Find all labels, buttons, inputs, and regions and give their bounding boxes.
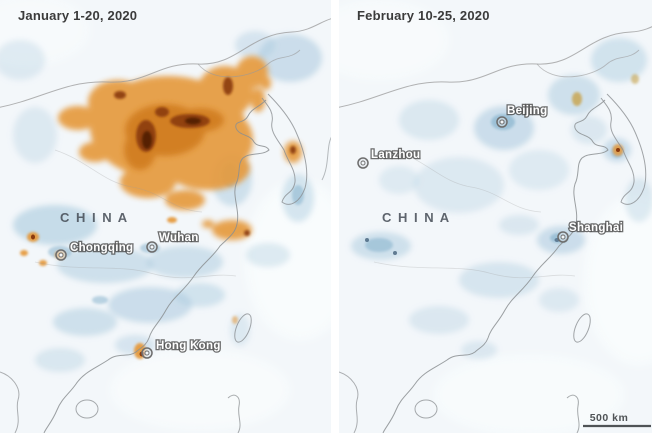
- city-marker-wuhan: [146, 241, 158, 253]
- haze-layer: [0, 31, 322, 372]
- map-panel-january: January 1-20, 2020 C H I N A Chongqing W…: [0, 0, 331, 433]
- city-label-wuhan: Wuhan: [159, 232, 199, 244]
- sea-highlights: [339, 0, 652, 433]
- city-marker-shanghai: [557, 231, 569, 243]
- city-label-chongqing: Chongqing: [70, 242, 133, 254]
- country-label-china: C H I N A: [382, 210, 451, 225]
- panel-title-january: January 1-20, 2020: [18, 8, 137, 23]
- city-marker-chongqing: [55, 249, 67, 261]
- city-label-lanzhou: Lanzhou: [371, 149, 420, 161]
- panel-title-february: February 10-25, 2020: [357, 8, 490, 23]
- city-marker-beijing: [496, 116, 508, 128]
- city-label-beijing: Beijing: [507, 105, 547, 117]
- city-label-shanghai: Shanghai: [569, 222, 623, 234]
- map-panel-february: February 10-25, 2020 C H I N A Lanzhou B…: [339, 0, 652, 433]
- scale-bar: 500 km: [583, 412, 651, 428]
- country-label-china: C H I N A: [60, 210, 129, 225]
- city-marker-lanzhou: [357, 157, 369, 169]
- scale-bar-label: 500 km: [590, 412, 629, 424]
- city-marker-hong-kong: [141, 347, 153, 359]
- panel-divider: [331, 0, 339, 433]
- sea-highlights: [0, 0, 331, 430]
- pollution-layer: [20, 56, 302, 359]
- city-label-hong-kong: Hong Kong: [156, 340, 221, 352]
